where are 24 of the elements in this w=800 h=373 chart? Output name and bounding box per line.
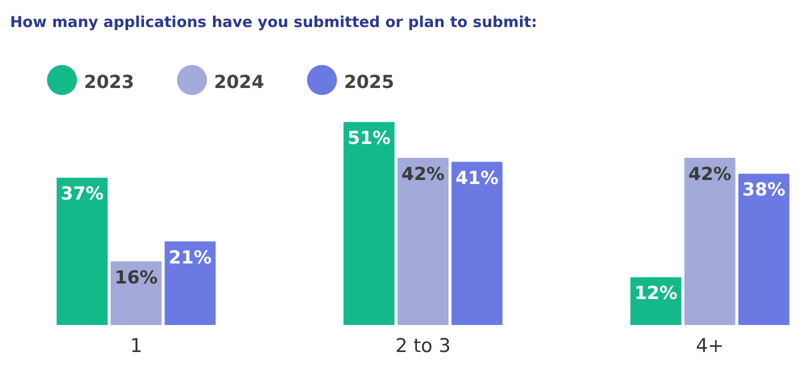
x-tick-label: 2 to 3 [395, 335, 451, 357]
data-label: 42% [688, 164, 732, 185]
data-label: 38% [742, 180, 786, 201]
bar [684, 158, 736, 325]
x-tick-label: 4+ [696, 335, 724, 357]
bar [452, 162, 502, 325]
data-label: 41% [455, 168, 499, 189]
data-label: 51% [347, 128, 391, 149]
bar [398, 158, 448, 325]
bar [344, 122, 394, 325]
legend-label: 2024 [214, 72, 264, 93]
data-label: 37% [60, 184, 104, 205]
bar [738, 174, 790, 325]
bar [110, 261, 162, 325]
data-label: 42% [401, 164, 445, 185]
legend-label: 2023 [84, 72, 134, 93]
legend-label: 2025 [344, 72, 394, 93]
x-tick-label: 1 [130, 335, 142, 357]
bar [164, 241, 216, 325]
chart-title: How many applications have you submitted or plan to submit: [10, 13, 538, 31]
data-label: 16% [114, 267, 158, 288]
data-label: 12% [634, 283, 678, 304]
data-label: 21% [168, 247, 212, 268]
bar [56, 178, 108, 325]
